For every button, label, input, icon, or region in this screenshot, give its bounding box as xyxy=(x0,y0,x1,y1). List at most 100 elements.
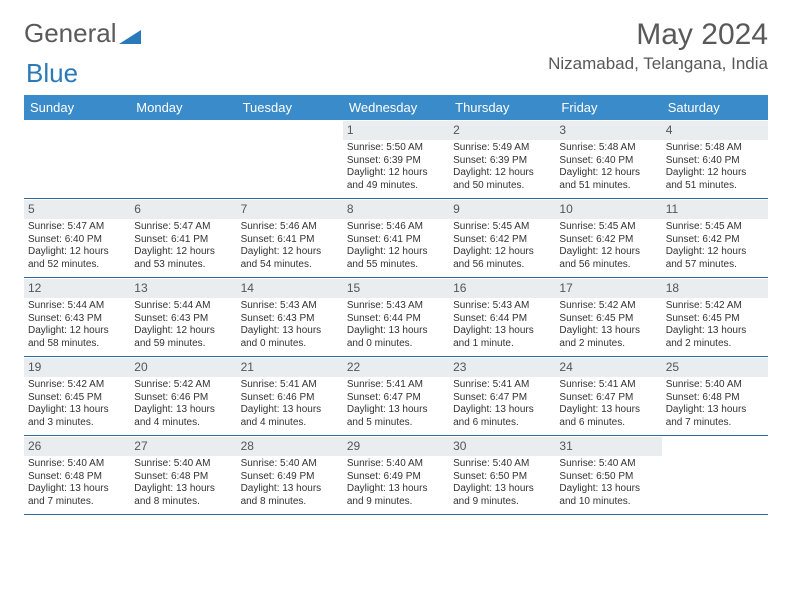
sunrise-text: Sunrise: 5:40 AM xyxy=(347,458,445,471)
sunset-text: Sunset: 6:42 PM xyxy=(666,234,764,247)
sunset-text: Sunset: 6:43 PM xyxy=(28,313,126,326)
sunset-text: Sunset: 6:49 PM xyxy=(347,471,445,484)
location-subtitle: Nizamabad, Telangana, India xyxy=(548,54,768,74)
sunset-text: Sunset: 6:44 PM xyxy=(453,313,551,326)
sunrise-text: Sunrise: 5:40 AM xyxy=(241,458,339,471)
daylight-text: Daylight: 12 hours and 59 minutes. xyxy=(134,325,232,350)
day-header: Friday xyxy=(555,95,661,120)
sunrise-text: Sunrise: 5:46 AM xyxy=(347,221,445,234)
sunrise-text: Sunrise: 5:45 AM xyxy=(559,221,657,234)
day-header: Tuesday xyxy=(237,95,343,120)
daylight-text: Daylight: 13 hours and 7 minutes. xyxy=(666,404,764,429)
calendar-cell xyxy=(130,120,236,199)
calendar-cell: 19Sunrise: 5:42 AMSunset: 6:45 PMDayligh… xyxy=(24,357,130,436)
calendar-cell: 21Sunrise: 5:41 AMSunset: 6:46 PMDayligh… xyxy=(237,357,343,436)
sunrise-text: Sunrise: 5:40 AM xyxy=(28,458,126,471)
daylight-text: Daylight: 12 hours and 55 minutes. xyxy=(347,246,445,271)
calendar-week-row: 5Sunrise: 5:47 AMSunset: 6:40 PMDaylight… xyxy=(24,199,768,278)
daylight-text: Daylight: 13 hours and 9 minutes. xyxy=(347,483,445,508)
sunset-text: Sunset: 6:40 PM xyxy=(559,155,657,168)
sunset-text: Sunset: 6:50 PM xyxy=(453,471,551,484)
day-header: Thursday xyxy=(449,95,555,120)
calendar-cell: 2Sunrise: 5:49 AMSunset: 6:39 PMDaylight… xyxy=(449,120,555,199)
daylight-text: Daylight: 13 hours and 7 minutes. xyxy=(28,483,126,508)
sunrise-text: Sunrise: 5:42 AM xyxy=(134,379,232,392)
sunset-text: Sunset: 6:49 PM xyxy=(241,471,339,484)
day-number: 25 xyxy=(662,358,768,377)
daylight-text: Daylight: 13 hours and 4 minutes. xyxy=(241,404,339,429)
calendar-cell: 31Sunrise: 5:40 AMSunset: 6:50 PMDayligh… xyxy=(555,436,661,515)
day-number: 17 xyxy=(555,279,661,298)
sunset-text: Sunset: 6:43 PM xyxy=(241,313,339,326)
day-header: Sunday xyxy=(24,95,130,120)
daylight-text: Daylight: 12 hours and 56 minutes. xyxy=(559,246,657,271)
sunset-text: Sunset: 6:41 PM xyxy=(134,234,232,247)
daylight-text: Daylight: 12 hours and 50 minutes. xyxy=(453,167,551,192)
sunrise-text: Sunrise: 5:50 AM xyxy=(347,142,445,155)
calendar-cell: 16Sunrise: 5:43 AMSunset: 6:44 PMDayligh… xyxy=(449,278,555,357)
day-number: 3 xyxy=(555,121,661,140)
sunrise-text: Sunrise: 5:46 AM xyxy=(241,221,339,234)
day-number: 13 xyxy=(130,279,236,298)
sunset-text: Sunset: 6:47 PM xyxy=(559,392,657,405)
sunset-text: Sunset: 6:45 PM xyxy=(559,313,657,326)
calendar-cell: 8Sunrise: 5:46 AMSunset: 6:41 PMDaylight… xyxy=(343,199,449,278)
sunrise-text: Sunrise: 5:47 AM xyxy=(134,221,232,234)
sunrise-text: Sunrise: 5:42 AM xyxy=(666,300,764,313)
sunrise-text: Sunrise: 5:42 AM xyxy=(559,300,657,313)
daylight-text: Daylight: 12 hours and 54 minutes. xyxy=(241,246,339,271)
daylight-text: Daylight: 12 hours and 49 minutes. xyxy=(347,167,445,192)
calendar-cell: 10Sunrise: 5:45 AMSunset: 6:42 PMDayligh… xyxy=(555,199,661,278)
day-number: 22 xyxy=(343,358,449,377)
calendar-cell: 28 Sunrise: 5:40 AMSunset: 6:49 PMDayligh… xyxy=(237,436,343,515)
calendar-cell: 12Sunrise: 5:44 AMSunset: 6:43 PMDayligh… xyxy=(24,278,130,357)
day-number: 30 xyxy=(449,437,555,456)
day-number: 1 xyxy=(343,121,449,140)
sunset-text: Sunset: 6:45 PM xyxy=(28,392,126,405)
title-block: May 2024 Nizamabad, Telangana, India xyxy=(548,18,768,74)
sunrise-text: Sunrise: 5:43 AM xyxy=(347,300,445,313)
month-title: May 2024 xyxy=(548,18,768,52)
daylight-text: Daylight: 13 hours and 6 minutes. xyxy=(559,404,657,429)
day-number: 31 xyxy=(555,437,661,456)
calendar-week-row: 19Sunrise: 5:42 AMSunset: 6:45 PMDayligh… xyxy=(24,357,768,436)
sunrise-text: Sunrise: 5:41 AM xyxy=(347,379,445,392)
daylight-text: Daylight: 13 hours and 8 minutes. xyxy=(241,483,339,508)
brand-triangle-icon xyxy=(119,26,141,44)
day-number: 29 xyxy=(343,437,449,456)
daylight-text: Daylight: 13 hours and 0 minutes. xyxy=(241,325,339,350)
day-header: Monday xyxy=(130,95,236,120)
daylight-text: Daylight: 13 hours and 8 minutes. xyxy=(134,483,232,508)
calendar-body: 1Sunrise: 5:50 AMSunset: 6:39 PMDaylight… xyxy=(24,120,768,515)
calendar-cell: 11Sunrise: 5:45 AMSunset: 6:42 PMDayligh… xyxy=(662,199,768,278)
daylight-text: Daylight: 12 hours and 53 minutes. xyxy=(134,246,232,271)
day-number: 18 xyxy=(662,279,768,298)
day-number: 23 xyxy=(449,358,555,377)
calendar-cell: 5Sunrise: 5:47 AMSunset: 6:40 PMDaylight… xyxy=(24,199,130,278)
sunrise-text: Sunrise: 5:41 AM xyxy=(241,379,339,392)
daylight-text: Daylight: 13 hours and 5 minutes. xyxy=(347,404,445,429)
daylight-text: Daylight: 12 hours and 56 minutes. xyxy=(453,246,551,271)
day-number: 20 xyxy=(130,358,236,377)
sunrise-text: Sunrise: 5:49 AM xyxy=(453,142,551,155)
calendar-cell: 14Sunrise: 5:43 AMSunset: 6:43 PMDayligh… xyxy=(237,278,343,357)
daylight-text: Daylight: 12 hours and 51 minutes. xyxy=(666,167,764,192)
day-number: 11 xyxy=(662,200,768,219)
calendar-cell: 17Sunrise: 5:42 AMSunset: 6:45 PMDayligh… xyxy=(555,278,661,357)
calendar-header-row: SundayMondayTuesdayWednesdayThursdayFrid… xyxy=(24,95,768,120)
calendar-cell: 3Sunrise: 5:48 AMSunset: 6:40 PMDaylight… xyxy=(555,120,661,199)
calendar-cell xyxy=(237,120,343,199)
day-number: 19 xyxy=(24,358,130,377)
day-number: 28 xyxy=(237,437,343,456)
daylight-text: Daylight: 13 hours and 2 minutes. xyxy=(666,325,764,350)
sunset-text: Sunset: 6:43 PM xyxy=(134,313,232,326)
brand-logo: General xyxy=(24,18,141,49)
calendar-cell: 1Sunrise: 5:50 AMSunset: 6:39 PMDaylight… xyxy=(343,120,449,199)
day-number: 2 xyxy=(449,121,555,140)
sunrise-text: Sunrise: 5:40 AM xyxy=(453,458,551,471)
day-number: 7 xyxy=(237,200,343,219)
sunset-text: Sunset: 6:45 PM xyxy=(666,313,764,326)
brand-part1: General xyxy=(24,18,117,49)
daylight-text: Daylight: 12 hours and 57 minutes. xyxy=(666,246,764,271)
daylight-text: Daylight: 13 hours and 3 minutes. xyxy=(28,404,126,429)
